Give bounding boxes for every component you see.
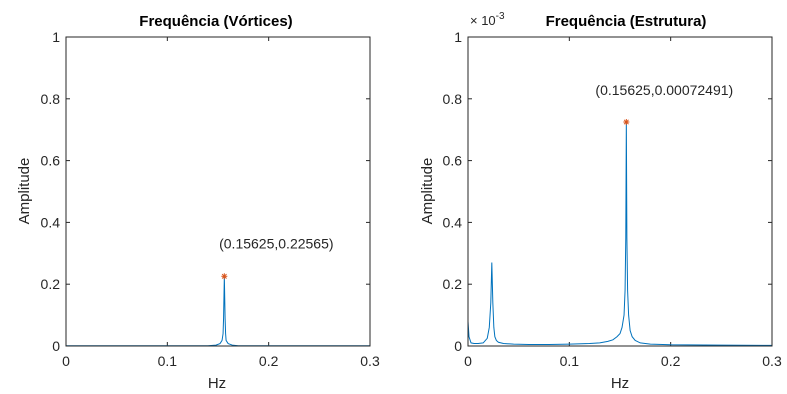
chart-title: Frequência (Vórtices) [139,13,292,30]
y-tick-label: 0.8 [41,91,61,107]
x-tick-label: 0.3 [360,353,380,369]
chart-panel-estrutura: Frequência (Estrutura) × 10-3 Amplitude … [419,11,782,392]
x-axis-label: Hz [611,375,629,392]
x-tick-label: 0.1 [560,353,580,369]
peak-marker [221,273,228,280]
chart-panel-vortices: Frequência (Vórtices) Amplitude Hz 00.20… [16,13,380,392]
y-tick-label: 0.8 [443,91,463,107]
series-line [467,121,773,346]
y-axis-label: Amplitude [419,158,436,225]
peak-marker [623,119,630,126]
y-tick-label: 0.6 [443,153,463,169]
x-tick-label: 0.2 [259,353,279,369]
x-tick-label: 0.2 [661,353,681,369]
axes-box [467,36,773,347]
y-axis-exponent: × 10-3 [470,11,505,28]
x-tick-label: 0.3 [762,353,782,369]
exponent-base: × 10 [470,13,496,28]
series-line [66,276,370,347]
y-tick-label: 0.2 [41,276,61,292]
exponent-power: -3 [496,11,505,22]
y-tick-label: 1 [454,29,462,45]
y-tick-labels: 0 0.2 0.4 0.6 0.8 1 [41,29,370,354]
y-tick-labels: 0 0.2 0.4 0.6 0.8 1 [443,29,772,354]
axes-box [65,36,371,347]
x-axis-label: Hz [208,375,226,392]
y-tick-label: 0.4 [443,214,463,230]
peak-annotation: (0.15625,0.22565) [219,235,333,251]
y-tick-label: 0.2 [443,276,463,292]
x-tick-label: 0.1 [158,353,178,369]
y-tick-label: 0 [454,338,462,354]
y-tick-label: 0.6 [41,153,61,169]
y-tick-label: 0.4 [41,214,61,230]
plot-area [467,119,773,346]
x-tick-labels: 0 0.1 0.2 0.3 [62,37,380,369]
y-tick-label: 1 [52,29,60,45]
plot-area [66,273,370,347]
y-axis-label: Amplitude [16,158,33,225]
chart-title: Frequência (Estrutura) [546,13,707,30]
y-tick-label: 0 [52,338,60,354]
peak-annotation: (0.15625,0.00072491) [595,82,733,98]
x-tick-label: 0 [62,353,70,369]
x-tick-label: 0 [464,353,472,369]
